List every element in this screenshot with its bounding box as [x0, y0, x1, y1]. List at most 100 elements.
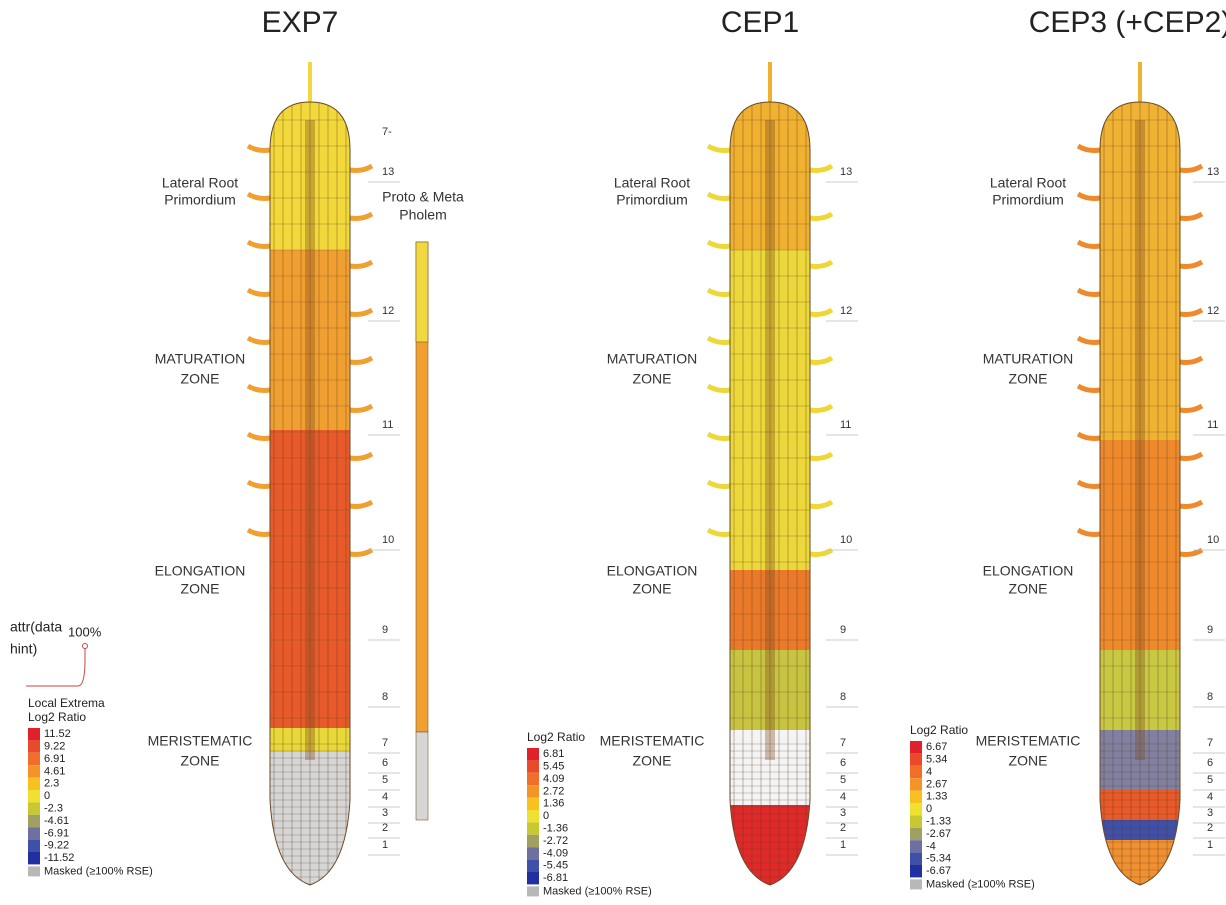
section-number: 8: [382, 691, 388, 703]
legend-value: -1.36: [543, 823, 568, 835]
section-number: 6: [1207, 757, 1213, 769]
root-hair: [248, 386, 270, 391]
legend-value: 6.91: [44, 753, 65, 765]
section-number: 1: [1207, 839, 1213, 851]
root-hair: [1078, 530, 1100, 535]
legend-swatch: [910, 753, 922, 765]
section-number: 8: [1207, 691, 1213, 703]
legend-swatch: [527, 785, 539, 797]
legend-swatch: [28, 815, 40, 827]
root-hair: [810, 502, 832, 507]
section-number: 10: [382, 534, 394, 546]
root-hair: [1078, 434, 1100, 439]
legend-value: -6.91: [44, 827, 69, 839]
phloem-label: Proto & Meta: [382, 189, 464, 205]
phloem-strip: [416, 242, 428, 342]
legend-swatch: [28, 740, 40, 752]
legend-value: 0: [44, 790, 50, 802]
root-hair: [810, 406, 832, 411]
section-number: 5: [1207, 774, 1213, 786]
phloem-strip: [416, 732, 428, 820]
stele: [1135, 120, 1145, 760]
stray-dot: [83, 644, 88, 649]
zone-label: ELONGATION: [155, 563, 246, 579]
zone-label: ZONE: [181, 371, 220, 387]
legend-value: 4.61: [44, 765, 65, 777]
root-hair: [350, 550, 372, 555]
legend-swatch: [910, 778, 922, 790]
root-hair: [248, 290, 270, 295]
zone-label: ZONE: [1009, 581, 1048, 597]
legend-swatch: [28, 852, 40, 864]
zone-label: ZONE: [1009, 753, 1048, 769]
zone-label: MATURATION: [983, 351, 1073, 367]
root-hair: [1180, 502, 1202, 507]
legend-value: 6.67: [926, 741, 947, 753]
root-hair: [248, 146, 270, 151]
root-hair: [350, 310, 372, 315]
section-number: 1: [382, 839, 388, 851]
legend-swatch: [910, 815, 922, 827]
legend-value: -11.52: [44, 852, 74, 864]
section-number: 3: [840, 807, 846, 819]
legend-swatch: [527, 860, 539, 872]
root: [265, 100, 355, 900]
legend-value: 2.72: [543, 785, 564, 797]
root-hair: [708, 146, 730, 151]
panel-title: CEP1: [721, 6, 799, 39]
legend-swatch: [527, 835, 539, 847]
legend-value: 0: [926, 803, 932, 815]
root-hair: [248, 482, 270, 487]
legend-swatch: [28, 753, 40, 765]
section-number: 13: [1207, 166, 1219, 178]
section-number: 2: [1207, 822, 1213, 834]
legend-swatch: [28, 802, 40, 814]
zone-label: Lateral Root: [162, 175, 238, 191]
section-number: 4: [1207, 791, 1213, 803]
legend-value: 6.81: [543, 748, 564, 760]
zone-label: ZONE: [181, 753, 220, 769]
root-hair: [1078, 386, 1100, 391]
legend-value: 4: [926, 766, 932, 778]
root-hair: [708, 242, 730, 247]
section-number: 7: [840, 737, 846, 749]
root-hair: [810, 310, 832, 315]
legend-swatch: [527, 810, 539, 822]
section-number: 5: [840, 774, 846, 786]
section-number: 10: [840, 534, 852, 546]
legend-value: 2.3: [44, 778, 59, 790]
top-mark: 7-: [382, 126, 392, 138]
root-hair: [708, 194, 730, 199]
stele: [765, 120, 775, 760]
legend-value: -4.61: [44, 815, 69, 827]
root-hair: [708, 482, 730, 487]
root-hair: [1078, 290, 1100, 295]
root-hair: [248, 434, 270, 439]
legend-swatch: [910, 828, 922, 840]
zone-label: ZONE: [633, 753, 672, 769]
root-hair: [708, 386, 730, 391]
zone-label: Primordium: [164, 192, 236, 208]
legend-swatch: [527, 822, 539, 834]
legend-title: Local Extrema: [28, 696, 105, 710]
root-hair: [1180, 358, 1202, 363]
legend-swatch: [28, 778, 40, 790]
section-number: 8: [840, 691, 846, 703]
section-number: 11: [382, 419, 393, 431]
phloem-label: Pholem: [399, 207, 446, 223]
section-number: 6: [382, 757, 388, 769]
section-number: 7: [382, 737, 388, 749]
root-hair: [810, 166, 832, 171]
root-hair: [1078, 338, 1100, 343]
legend-masked: Masked (≥100% RSE): [926, 878, 1035, 890]
legend-swatch: [910, 879, 922, 889]
legend-swatch: [527, 798, 539, 810]
root-hair: [350, 166, 372, 171]
legend-value: -9.22: [44, 840, 69, 852]
legend-swatch: [28, 866, 40, 876]
root-hair: [350, 502, 372, 507]
section-number: 9: [382, 624, 388, 636]
section-number: 1: [840, 839, 846, 851]
root-hair: [708, 290, 730, 295]
zone-label: ZONE: [633, 581, 672, 597]
